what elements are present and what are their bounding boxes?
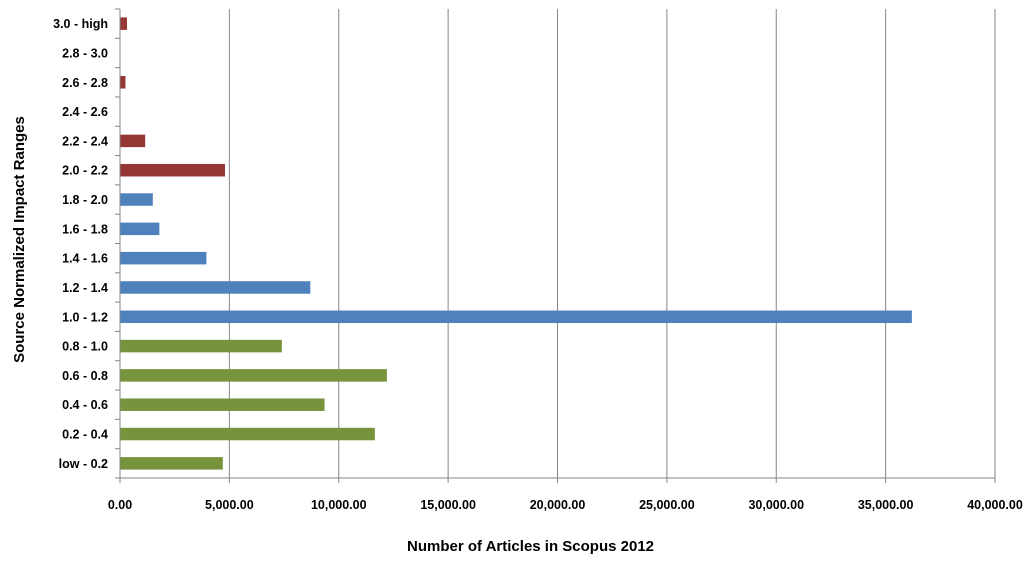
- y-tick-label: 0.2 - 0.4: [62, 428, 108, 442]
- y-tick-label: low - 0.2: [59, 457, 108, 471]
- bar: [120, 193, 153, 206]
- x-tick-label: 25,000.00: [639, 498, 695, 512]
- y-tick-label: 1.4 - 1.6: [62, 252, 108, 266]
- bar: [120, 457, 223, 470]
- bar: [120, 398, 325, 411]
- y-tick-label: 1.0 - 1.2: [62, 310, 108, 324]
- x-tick-label: 35,000.00: [858, 498, 914, 512]
- y-tick-label: 2.0 - 2.2: [62, 164, 108, 178]
- y-tick-label: 1.2 - 1.4: [62, 281, 108, 295]
- bar: [120, 310, 912, 324]
- x-tick-label: 30,000.00: [748, 498, 804, 512]
- x-tick-label: 5,000.00: [205, 498, 254, 512]
- y-tick-label: 1.6 - 1.8: [62, 222, 108, 236]
- y-tick-label: 2.4 - 2.6: [62, 105, 108, 119]
- bar: [120, 17, 127, 30]
- bars: [120, 17, 912, 470]
- bar: [120, 163, 225, 177]
- x-tick-label: 0.00: [108, 498, 132, 512]
- bar: [120, 251, 207, 265]
- bar: [120, 134, 146, 148]
- y-tick-label: 0.4 - 0.6: [62, 398, 108, 412]
- bar: [120, 369, 387, 382]
- y-tick-labels: low - 0.2 0.2 - 0.4 0.4 - 0.6 0.6 - 0.8 0.8 …: [53, 17, 108, 471]
- x-tick-label: 10,000.00: [311, 498, 367, 512]
- bar: [120, 427, 375, 441]
- bar: [120, 76, 126, 89]
- x-tick-labels: 0.00 5,000.00 10,000.00 15,000.00 20,000.00 2…: [108, 498, 1023, 512]
- bar: [120, 281, 311, 294]
- gridlines: [228, 9, 996, 478]
- bar: [120, 339, 282, 353]
- y-tick-label: 2.6 - 2.8: [62, 76, 108, 90]
- axes: [115, 8, 996, 483]
- y-tick-label: 0.8 - 1.0: [62, 340, 108, 354]
- y-tick-label: 2.2 - 2.4: [62, 134, 108, 148]
- x-axis-title: Number of Articles in Scopus 2012: [407, 538, 654, 555]
- y-tick-label: 3.0 - high: [53, 17, 108, 31]
- y-tick-label: 2.8 - 3.0: [62, 46, 108, 60]
- y-axis-title: Source Normalized Impact Ranges: [11, 116, 28, 363]
- bar: [120, 222, 160, 236]
- y-tick-label: 1.8 - 2.0: [62, 193, 108, 207]
- x-tick-label: 15,000.00: [420, 498, 476, 512]
- y-tick-label: 0.6 - 0.8: [62, 369, 108, 383]
- x-tick-label: 20,000.00: [530, 498, 586, 512]
- x-tick-label: 40,000.00: [967, 498, 1023, 512]
